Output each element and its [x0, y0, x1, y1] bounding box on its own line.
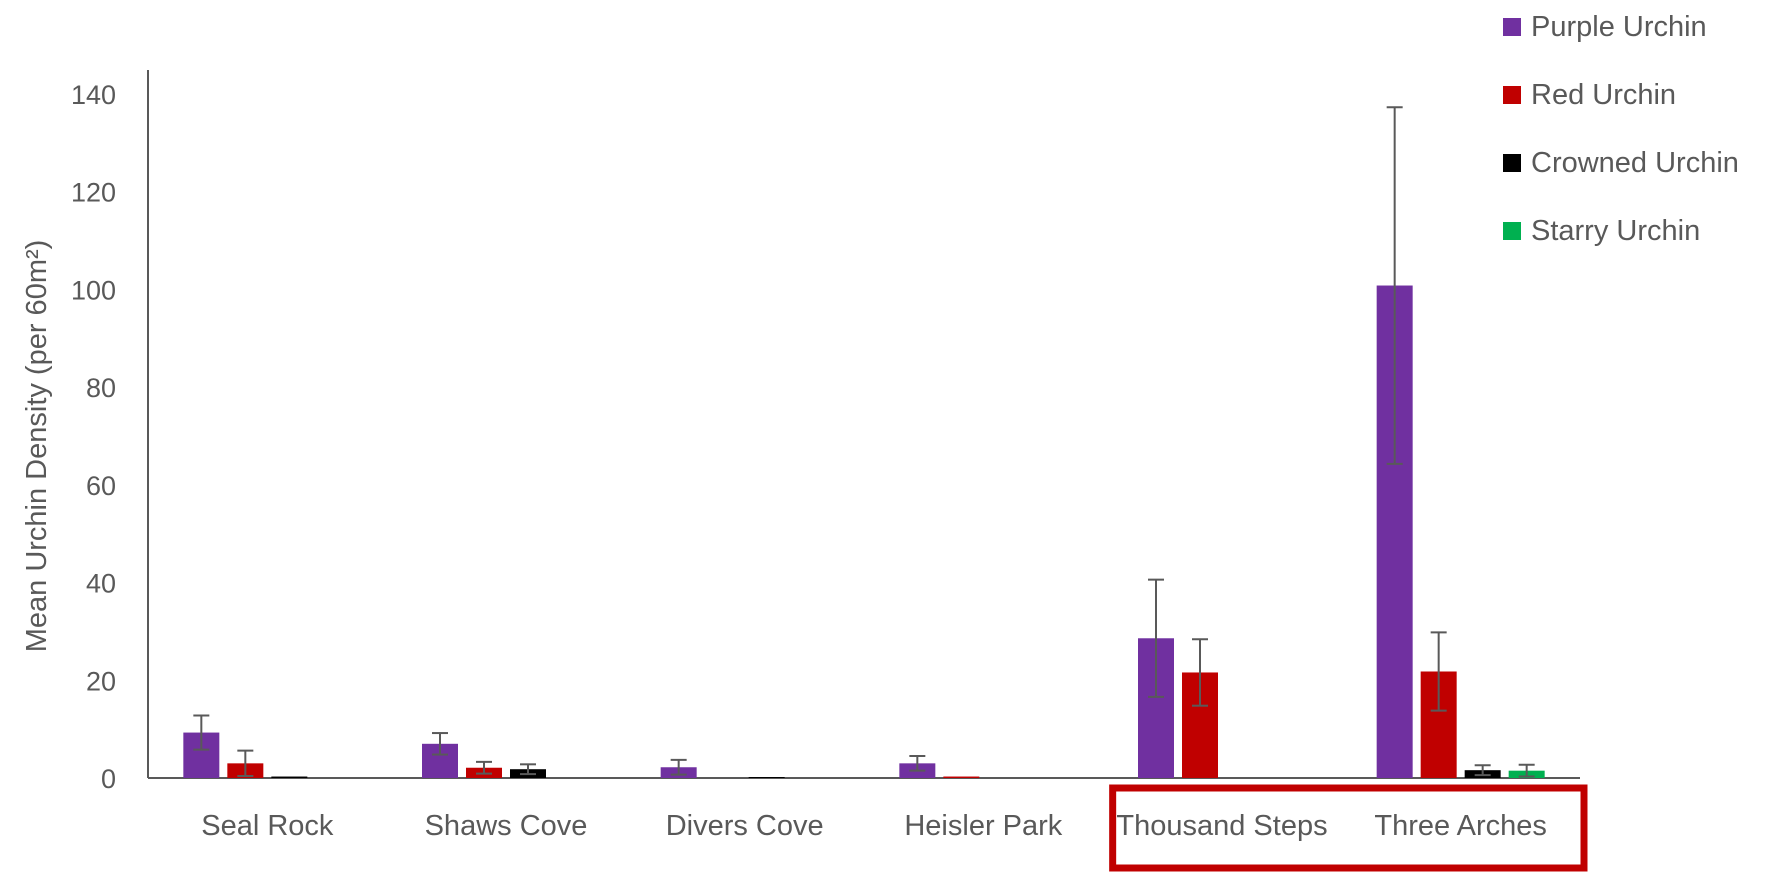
legend-label-starry-urchin: Starry Urchin [1531, 215, 1700, 247]
y-tick-label: 100 [71, 275, 116, 305]
x-tick-label-three-arches: Three Arches [1374, 810, 1546, 842]
legend-swatch-purple-urchin [1503, 18, 1521, 36]
legend-label-purple-urchin: Purple Urchin [1531, 11, 1707, 43]
bar-red-urchin-heisler-park [943, 776, 980, 778]
y-tick-label: 80 [86, 373, 116, 403]
error-bars-layer [193, 106, 1535, 778]
bars-layer [183, 285, 1545, 778]
legend-swatch-crowned-urchin [1503, 154, 1521, 172]
y-tick-label: 120 [71, 178, 116, 208]
legend-label-crowned-urchin: Crowned Urchin [1531, 147, 1739, 179]
y-tick-label: 40 [86, 569, 116, 599]
labels-layer: 0 20 40 60 80 100 120 140 Mean Urchin Density (p… [21, 80, 1547, 842]
legend-label-red-urchin: Red Urchin [1531, 79, 1676, 111]
legend-swatch-red-urchin [1503, 86, 1521, 104]
bar-crowned-urchin-divers-cove [748, 777, 785, 778]
y-tick-label: 20 [86, 666, 116, 696]
y-tick-label: 60 [86, 471, 116, 501]
y-axis-title: Mean Urchin Density (per 60m²) [21, 240, 53, 653]
legend: Purple Urchin Red Urchin Crowned Urchin Sta… [1503, 11, 1739, 247]
x-tick-label-shaws-cove: Shaws Cove [425, 810, 588, 842]
y-tick-label: 0 [101, 764, 116, 794]
highlight-box [1109, 784, 1588, 872]
x-tick-label-thousand-steps: Thousand Steps [1116, 810, 1327, 842]
axes-layer [147, 70, 1580, 779]
x-tick-label-divers-cove: Divers Cove [666, 810, 824, 842]
x-tick-label-seal-rock: Seal Rock [201, 810, 334, 842]
highlight-layer [1109, 784, 1588, 872]
x-tick-label-heisler-park: Heisler Park [904, 810, 1062, 842]
bar-crowned-urchin-seal-rock [271, 776, 308, 778]
y-tick-label: 140 [71, 80, 116, 110]
legend-swatch-starry-urchin [1503, 222, 1521, 240]
